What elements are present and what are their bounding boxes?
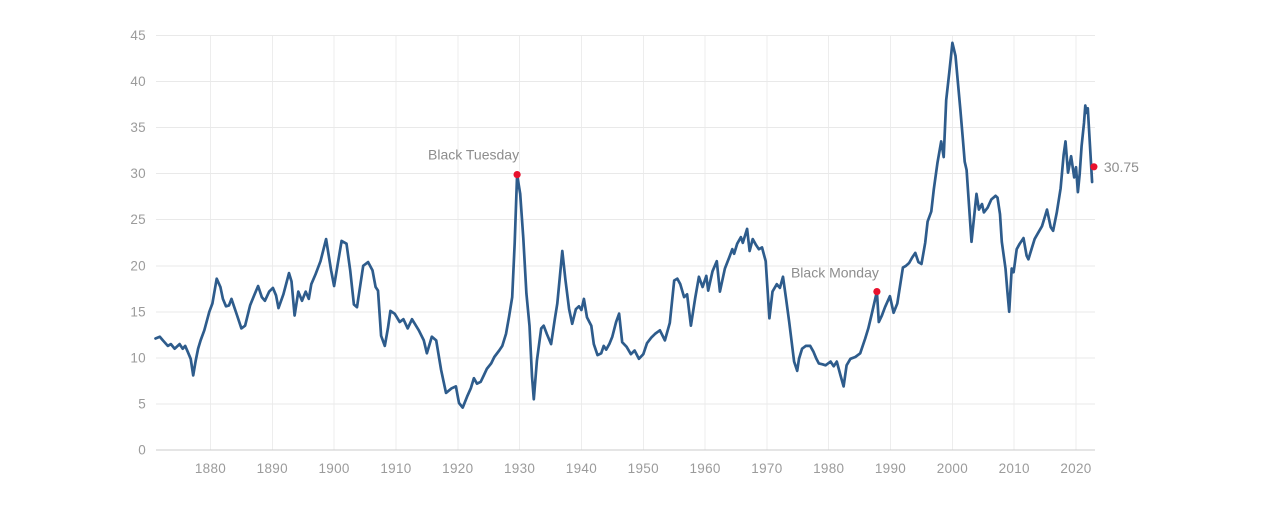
y-axis-tick-label: 25 — [130, 212, 146, 227]
y-axis-tick-label: 0 — [138, 443, 146, 458]
x-axis-tick-label: 2010 — [999, 461, 1030, 476]
x-axis-tick-label: 1920 — [442, 461, 473, 476]
y-axis-tick-label: 30 — [130, 166, 146, 181]
y-axis-tick-label: 45 — [130, 28, 146, 43]
x-axis-tick-label: 1900 — [318, 461, 349, 476]
annotation-dot-latest-value — [1090, 163, 1098, 171]
x-axis-tick-label: 1940 — [566, 461, 597, 476]
annotation-label-black-tuesday: Black Tuesday — [428, 147, 519, 163]
x-axis-tick-label: 2020 — [1060, 461, 1091, 476]
x-axis-tick-label: 1980 — [813, 461, 844, 476]
cape-ratio-line — [154, 41, 1094, 409]
x-axis-tick-label: 1910 — [380, 461, 411, 476]
x-axis-tick-label: 1990 — [875, 461, 906, 476]
x-axis-tick-label: 1950 — [628, 461, 659, 476]
y-axis-tick-label: 40 — [130, 74, 146, 89]
annotation-dot-black-tuesday — [513, 171, 521, 179]
x-axis-tick-label: 1930 — [504, 461, 535, 476]
annotation-label-black-monday: Black Monday — [791, 265, 879, 281]
y-axis-tick-label: 35 — [130, 120, 146, 135]
x-axis-tick-label: 1960 — [689, 461, 720, 476]
x-axis-tick-label: 1880 — [195, 461, 226, 476]
x-axis-tick-label: 1890 — [257, 461, 288, 476]
x-axis-tick-label: 1970 — [751, 461, 782, 476]
x-axis-tick-label: 2000 — [937, 461, 968, 476]
annotation-dot-black-monday — [873, 288, 881, 296]
y-axis-tick-label: 10 — [130, 350, 146, 365]
y-axis-tick-label: 15 — [130, 304, 146, 319]
y-axis-tick-label: 5 — [138, 396, 146, 411]
y-axis-tick-label: 20 — [130, 258, 146, 273]
annotation-label-latest-value: 30.75 — [1104, 159, 1139, 175]
